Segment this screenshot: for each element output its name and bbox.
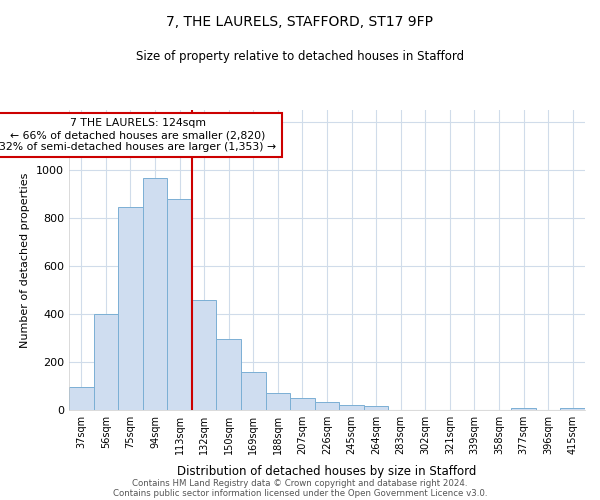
Bar xyxy=(192,300,217,410)
Bar xyxy=(94,314,118,410)
Bar xyxy=(118,207,143,410)
Bar xyxy=(266,392,290,410)
Bar xyxy=(290,398,315,410)
Y-axis label: Number of detached properties: Number of detached properties xyxy=(20,172,31,348)
Bar xyxy=(69,387,94,410)
Text: Size of property relative to detached houses in Stafford: Size of property relative to detached ho… xyxy=(136,50,464,63)
Text: 7, THE LAURELS, STAFFORD, ST17 9FP: 7, THE LAURELS, STAFFORD, ST17 9FP xyxy=(167,15,433,29)
Text: Contains HM Land Registry data © Crown copyright and database right 2024.: Contains HM Land Registry data © Crown c… xyxy=(132,478,468,488)
Bar xyxy=(167,199,192,410)
Bar xyxy=(560,408,585,410)
Bar xyxy=(339,405,364,410)
Bar xyxy=(241,372,266,410)
Bar xyxy=(143,178,167,410)
Bar xyxy=(511,408,536,410)
Text: 7 THE LAURELS: 124sqm
← 66% of detached houses are smaller (2,820)
32% of semi-d: 7 THE LAURELS: 124sqm ← 66% of detached … xyxy=(0,118,277,152)
Text: Contains public sector information licensed under the Open Government Licence v3: Contains public sector information licen… xyxy=(113,488,487,498)
Bar xyxy=(217,339,241,410)
X-axis label: Distribution of detached houses by size in Stafford: Distribution of detached houses by size … xyxy=(178,466,476,478)
Bar xyxy=(315,402,339,410)
Bar xyxy=(364,406,388,410)
